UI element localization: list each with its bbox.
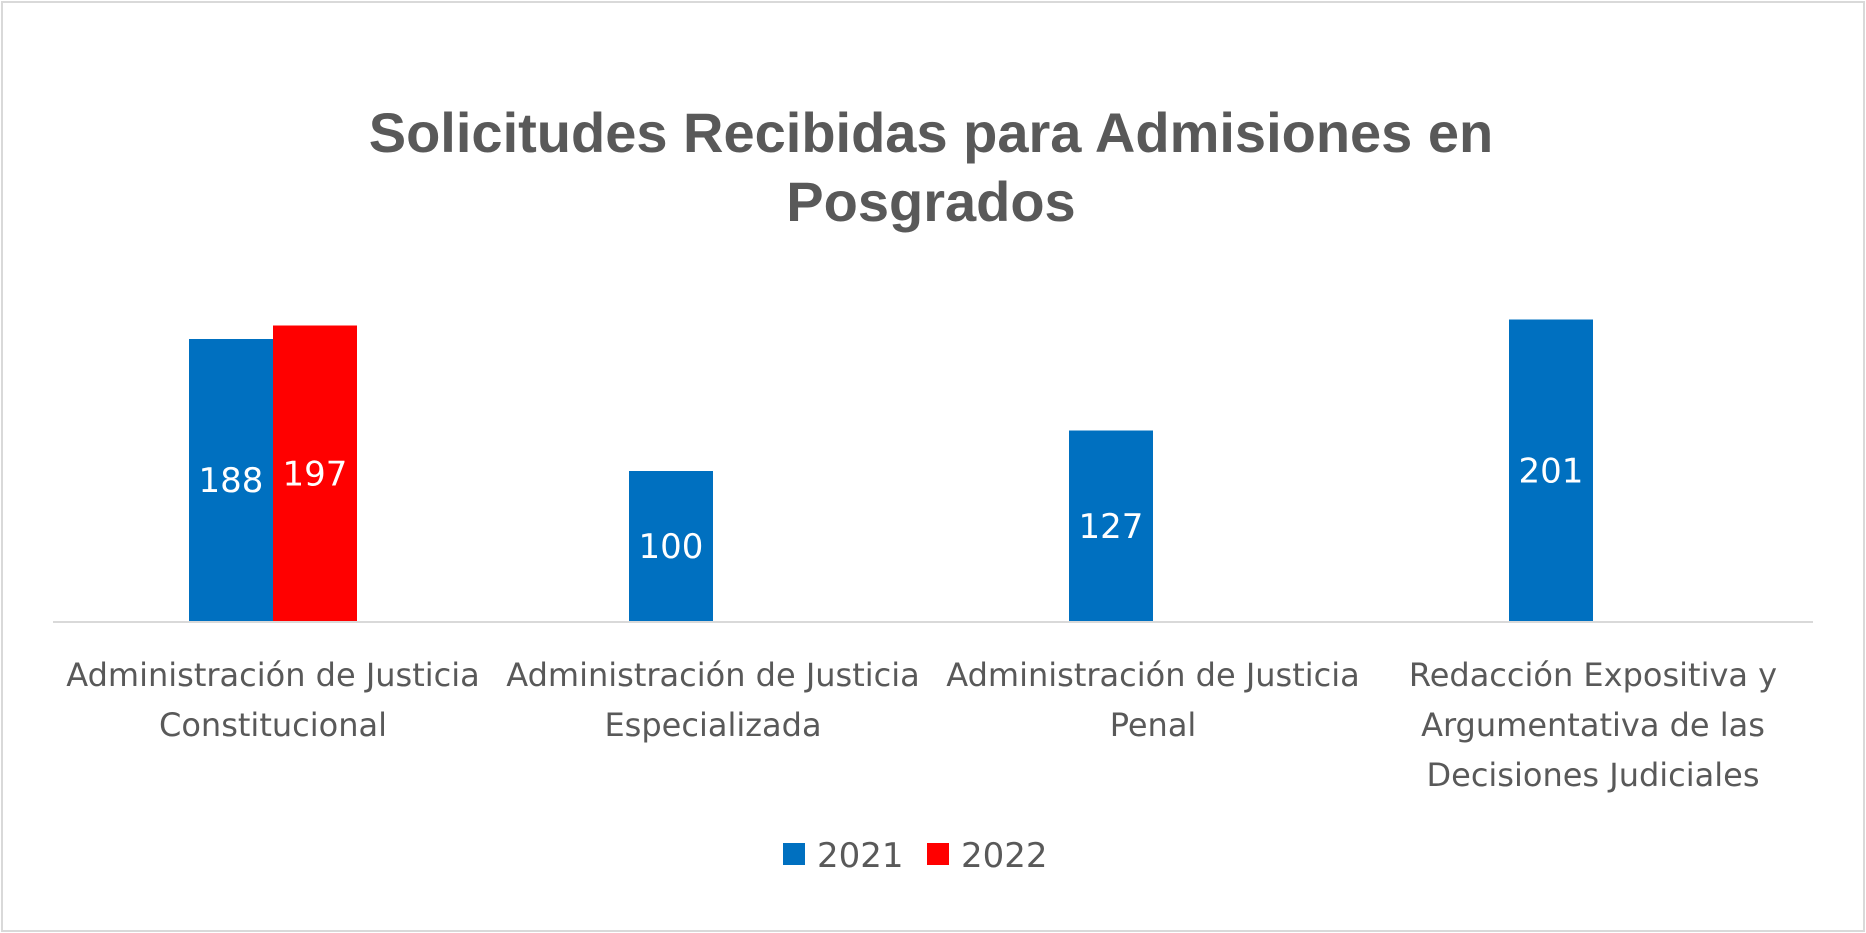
legend-swatch-2022 [927, 843, 949, 865]
data-label-2022-0: 197 [283, 454, 348, 494]
bar-2021-2[interactable] [1069, 430, 1153, 622]
category-label-1: Especializada [604, 706, 821, 744]
chart-title: Solicitudes Recibidas para Admisiones en… [369, 101, 1493, 233]
category-label-2: Administración de Justicia [946, 656, 1359, 694]
chart-title-line: Posgrados [786, 170, 1075, 233]
data-label-2021-0: 188 [199, 461, 264, 501]
data-label-2021-3: 201 [1519, 451, 1584, 491]
legend-label-2022: 2022 [961, 836, 1048, 876]
data-label-2021-1: 100 [639, 527, 704, 567]
category-labels: Administración de Justicia Constitucional… [66, 656, 1777, 794]
category-label-3: Decisiones Judiciales [1426, 756, 1759, 794]
bar-2021-0[interactable] [189, 339, 273, 621]
data-label-2021-2: 127 [1079, 507, 1144, 547]
legend-swatch-2021 [783, 843, 805, 865]
category-label-0: Administración de Justicia [66, 656, 479, 694]
bar-chart: Solicitudes Recibidas para Admisiones en… [53, 101, 1813, 876]
category-label-1: Administración de Justicia [506, 656, 919, 694]
category-label-2: Penal [1110, 706, 1197, 744]
category-label-0: Constitucional [159, 706, 387, 744]
bar-2021-1[interactable] [629, 471, 713, 621]
chart-title-line: Solicitudes Recibidas para Admisiones en [369, 101, 1493, 164]
bar-2022-0[interactable] [273, 325, 357, 622]
category-label-3: Redacción Expositiva y [1409, 656, 1777, 694]
bar-2021-3[interactable] [1509, 319, 1593, 622]
bars: 188 197 100 127 201 [189, 319, 1593, 622]
category-label-3: Argumentativa de las [1421, 706, 1765, 744]
legend-label-2021: 2021 [817, 836, 904, 876]
legend[interactable]: 2021 2022 [783, 836, 1048, 876]
